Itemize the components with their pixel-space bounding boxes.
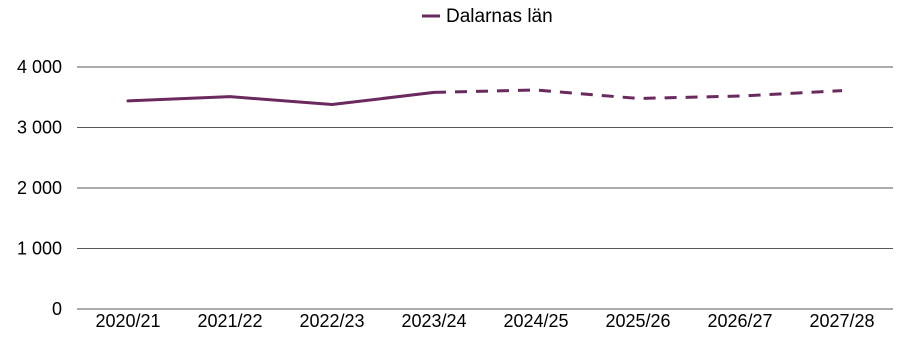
- x-tick-label: 2022/23: [299, 311, 364, 331]
- y-tick-label: 2 000: [17, 178, 62, 198]
- legend-label: Dalarnas län: [446, 6, 553, 27]
- series-line-actual: [126, 90, 436, 107]
- y-tick-label: 0: [52, 299, 62, 319]
- gridlines: [77, 66, 893, 310]
- y-tick-label: 1 000: [17, 239, 62, 259]
- x-tick-label: 2025/26: [605, 311, 670, 331]
- x-tick-label: 2020/21: [95, 311, 160, 331]
- x-axis-tick-labels: 2020/21 2021/22 2022/23 2023/24 2024/25 2025/…: [95, 311, 874, 331]
- y-axis-tick-labels: 0 1 000 2 000 3 000 4 000: [17, 57, 62, 319]
- series-line-forecast: [433, 88, 843, 100]
- x-tick-label: 2023/24: [401, 311, 466, 331]
- x-tick-label: 2024/25: [503, 311, 568, 331]
- y-tick-label: 4 000: [17, 57, 62, 77]
- x-tick-label: 2021/22: [197, 311, 262, 331]
- legend: Dalarnas län: [422, 6, 553, 27]
- series-lines: [126, 88, 843, 107]
- y-tick-label: 3 000: [17, 118, 62, 138]
- x-tick-label: 2026/27: [707, 311, 772, 331]
- x-tick-label: 2027/28: [809, 311, 874, 331]
